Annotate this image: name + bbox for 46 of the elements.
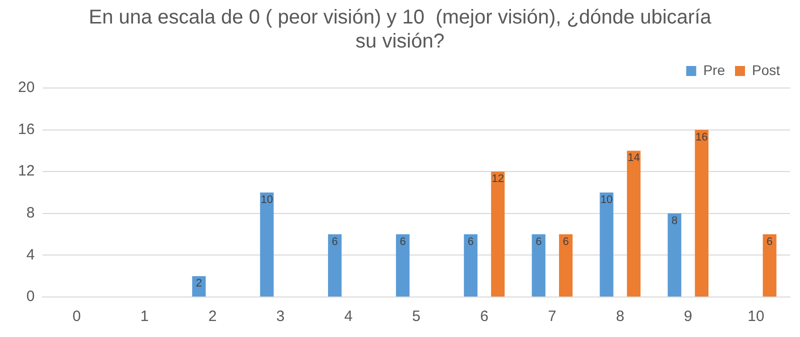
bar <box>626 150 641 296</box>
bar <box>559 234 573 296</box>
x-tick-label: 8 <box>616 308 624 326</box>
data-label: 6 <box>562 236 569 248</box>
bar <box>260 192 274 296</box>
bar <box>600 192 614 296</box>
chart-title: En una escala de 0 ( peor visión) y 10 (mejor visión), ¿dónde ubicaría su visión? <box>88 6 712 53</box>
data-label: 12 <box>492 173 504 186</box>
data-label: 14 <box>628 152 640 164</box>
data-label: 8 <box>671 214 678 227</box>
bar <box>396 234 410 296</box>
y-tick-label: 16 <box>18 120 35 138</box>
bar <box>192 276 206 296</box>
bar <box>464 234 478 296</box>
legend-label: Pre <box>703 62 726 78</box>
x-tick-label: 6 <box>480 308 488 326</box>
y-tick-label: 12 <box>18 162 35 180</box>
data-label: 6 <box>766 236 773 248</box>
data-label: 6 <box>468 236 474 248</box>
data-label: 6 <box>400 236 406 248</box>
y-tick-label: 8 <box>26 204 35 222</box>
data-label: 16 <box>696 131 708 144</box>
y-tick-label: 20 <box>18 79 35 96</box>
data-label: 6 <box>536 236 542 248</box>
bar <box>532 234 546 296</box>
bar <box>694 130 708 296</box>
data-label: 2 <box>196 278 202 290</box>
x-tick-label: 9 <box>684 308 692 326</box>
data-label: 6 <box>332 236 338 248</box>
x-tick-label: 1 <box>140 308 149 326</box>
y-tick-label: 4 <box>26 246 35 264</box>
data-label: 10 <box>260 194 274 206</box>
x-tick-label: 10 <box>748 308 764 326</box>
data-label: 10 <box>600 194 613 206</box>
x-tick-label: 0 <box>72 308 81 326</box>
x-tick-label: 5 <box>412 308 421 326</box>
legend-label: Post <box>752 62 780 78</box>
x-tick-label: 2 <box>208 308 217 326</box>
bar <box>328 234 342 296</box>
x-tick-label: 7 <box>548 308 556 326</box>
bar <box>762 234 776 296</box>
x-tick-label: 4 <box>344 308 353 326</box>
y-tick-label: 0 <box>26 288 35 306</box>
x-tick-label: 3 <box>276 308 285 326</box>
bar <box>491 172 505 296</box>
bar <box>668 213 682 296</box>
